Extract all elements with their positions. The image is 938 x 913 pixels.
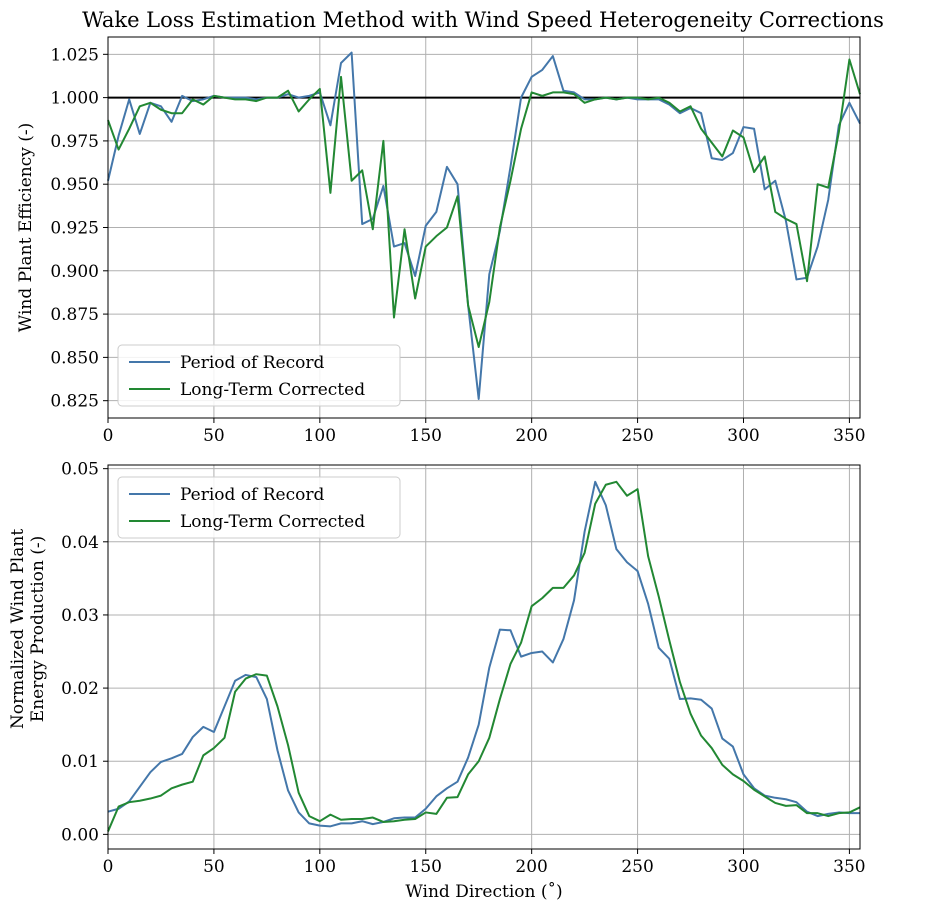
efficiency-y-axis-label: Wind Plant Efficiency (-) (16, 123, 36, 332)
x-tick-label: 200 (515, 857, 547, 877)
energy-ticks: 0 50 100 150 200 250 300 350 0.00 0.01 0.02 0.03 0.0… (61, 460, 865, 877)
x-tick-label: 150 (410, 426, 442, 446)
efficiency-grid (107, 37, 860, 418)
efficiency-legend: Period of Record Long-Term Corrected (117, 344, 401, 407)
series-line-period-of-record (107, 51, 861, 400)
y-tick-label: 0.850 (50, 348, 99, 368)
x-tick-label: 150 (410, 857, 442, 877)
y-tick-label: 0.00 (61, 825, 99, 845)
x-tick-label: 0 (103, 426, 114, 446)
y-tick-label: 0.900 (50, 262, 99, 282)
energy-y-axis-label: Normalized Wind PlantEnergy Production (… (8, 529, 48, 729)
y-tick-label: 0.05 (61, 460, 99, 480)
efficiency-panel: 0 50 100 150 200 250 300 350 0.825 0.850 0.875 0.90… (16, 36, 866, 446)
x-tick-label: 200 (515, 426, 547, 446)
x-tick-label: 250 (621, 857, 653, 877)
y-tick-label: 0.03 (61, 606, 99, 626)
y-tick-label: 0.01 (61, 752, 99, 772)
legend-label-long-term-corrected: Long-Term Corrected (180, 380, 365, 400)
y-tick-label: 0.975 (50, 132, 99, 152)
y-tick-label: 0.825 (50, 392, 99, 412)
y-tick-label: 0.875 (50, 305, 99, 325)
energy-x-axis-label: Wind Direction (˚) (405, 882, 562, 902)
energy-panel: 0 50 100 150 200 250 300 350 0.00 0.01 0.02 0.03 0.0… (8, 460, 866, 902)
y-tick-label: 0.925 (50, 219, 99, 239)
chart-title: Wake Loss Estimation Method with Wind Sp… (82, 8, 884, 32)
legend-label-period-of-record: Period of Record (180, 485, 324, 505)
series-line-long-term-corrected (107, 480, 861, 832)
x-tick-label: 300 (727, 857, 759, 877)
x-tick-label: 300 (727, 426, 759, 446)
energy-axes-frame (107, 464, 861, 850)
legend-box (117, 476, 401, 539)
x-tick-label: 250 (621, 426, 653, 446)
x-tick-label: 0 (103, 857, 114, 877)
y-tick-label: 1.025 (50, 45, 99, 65)
x-tick-label: 350 (833, 426, 865, 446)
x-tick-label: 50 (203, 857, 225, 877)
series-line-period-of-record (107, 480, 860, 828)
x-tick-label: 100 (304, 426, 336, 446)
y-tick-label: 1.000 (50, 89, 99, 109)
y-tick-label: 0.950 (50, 175, 99, 195)
legend-box (117, 344, 401, 407)
y-tick-label: 0.02 (61, 679, 99, 699)
efficiency-series (107, 51, 861, 400)
x-tick-label: 50 (203, 426, 225, 446)
x-tick-label: 350 (833, 857, 865, 877)
energy-series (107, 480, 861, 832)
energy-legend: Period of Record Long-Term Corrected (117, 476, 401, 539)
x-tick-label: 100 (304, 857, 336, 877)
efficiency-ticks: 0 50 100 150 200 250 300 350 0.825 0.850 0.875 0.90… (50, 45, 865, 446)
y-tick-label: 0.04 (61, 533, 99, 553)
series-line-long-term-corrected (107, 58, 861, 348)
legend-label-period-of-record: Period of Record (180, 353, 324, 373)
legend-label-long-term-corrected: Long-Term Corrected (180, 512, 365, 532)
